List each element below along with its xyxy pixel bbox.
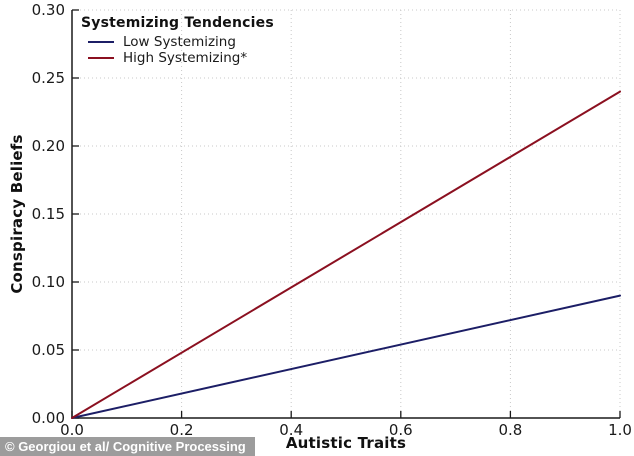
x-tick-label: 0.2 (170, 421, 194, 439)
y-axis-label: Conspiracy Beliefs (8, 134, 26, 294)
x-tick-label: 0.0 (60, 421, 84, 439)
watermark-credit: © Georgiou et al/ Cognitive Processing (0, 437, 255, 456)
x-tick-label: 0.8 (498, 421, 522, 439)
y-tick-label: 0.25 (32, 69, 65, 87)
legend-item-low-systemizing: Low Systemizing (81, 34, 274, 50)
y-tick-label: 0.15 (32, 205, 65, 223)
y-tick-label: 0.30 (32, 1, 65, 19)
y-tick-label: 0.10 (32, 273, 65, 291)
legend-title: Systemizing Tendencies (81, 15, 274, 31)
low-systemizing-line-icon (88, 41, 114, 43)
x-tick-label: 1.0 (608, 421, 632, 439)
x-axis-label: Autistic Traits (285, 434, 407, 452)
x-tick-label: 0.4 (279, 421, 303, 439)
y-tick-label: 0.20 (32, 137, 65, 155)
legend: Systemizing Tendencies Low Systemizing H… (81, 15, 274, 66)
y-tick-label: 0.00 (32, 409, 65, 427)
legend-label: Low Systemizing (123, 34, 236, 50)
series-line-low-systemizing (71, 294, 621, 419)
series-line-high-systemizing (71, 90, 621, 419)
high-systemizing-line-icon (88, 57, 114, 59)
legend-label: High Systemizing* (123, 50, 248, 66)
x-tick-label: 0.6 (389, 421, 413, 439)
y-tick-label: 0.05 (32, 341, 65, 359)
legend-item-high-systemizing: High Systemizing* (81, 50, 274, 66)
